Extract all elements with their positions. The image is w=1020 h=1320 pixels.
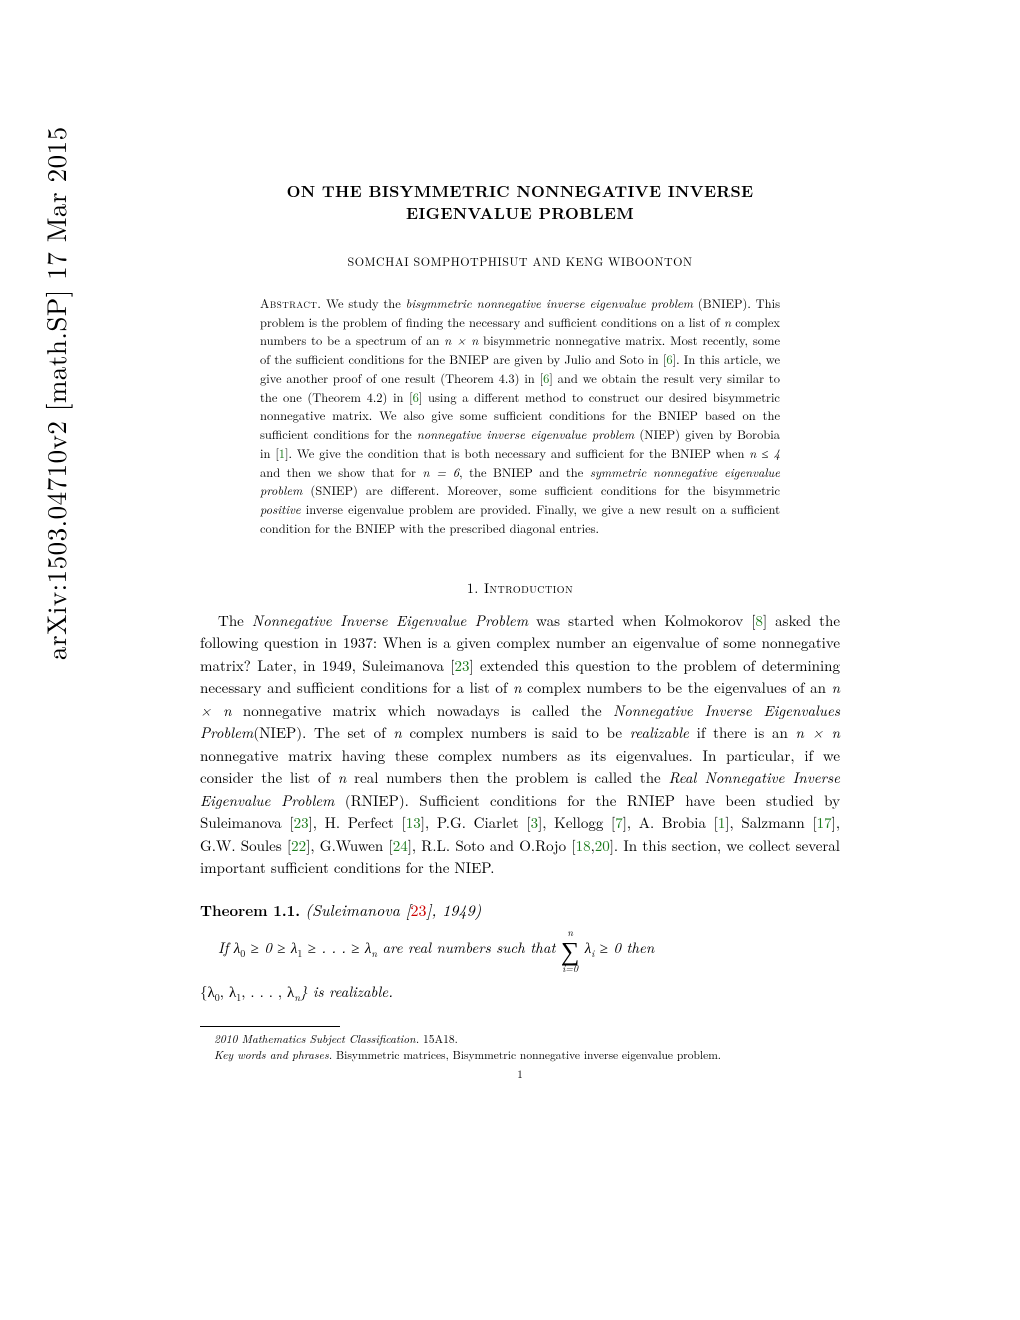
sigma-icon: ∑ xyxy=(561,937,580,963)
citation[interactable]: 3 xyxy=(531,812,539,833)
abstract-heading: Abstract. xyxy=(260,294,321,312)
authors: SOMCHAI SOMPHOTPHISUT AND KENG WIBOONTON xyxy=(200,253,840,270)
citation[interactable]: 18 xyxy=(576,835,591,856)
intro-text: was started when Kolmokorov [ xyxy=(528,610,755,631)
intro-term: Nonnegative Inverse Eigenvalue Problem xyxy=(252,610,528,631)
citation[interactable]: 23 xyxy=(454,655,469,676)
abstract-text: and then we show that for xyxy=(260,463,422,481)
citation[interactable]: 20 xyxy=(595,835,610,856)
theorem-text: ≥ 0 xyxy=(594,937,626,958)
intro-text: complex numbers to be the eigenvalues of… xyxy=(522,677,832,698)
intro-text: ], H. Perfect [ xyxy=(309,812,406,833)
citation[interactable]: 17 xyxy=(817,812,832,833)
intro-term: realizable xyxy=(630,722,689,743)
citation[interactable]: 23 xyxy=(294,812,309,833)
abstract-term: positive xyxy=(260,500,301,518)
citation[interactable]: 7 xyxy=(615,812,623,833)
abstract-term: bisymmetric nonnegative inverse eigenval… xyxy=(406,294,693,312)
citation[interactable]: 13 xyxy=(406,812,421,833)
summation-symbol: n∑i=0 xyxy=(561,927,580,973)
abstract-text: , the BNIEP and the xyxy=(459,463,590,481)
intro-text: ], A. Brobia [ xyxy=(623,812,718,833)
footnote-rule xyxy=(200,1026,340,1027)
theorem-text: If λ xyxy=(218,937,240,958)
citation[interactable]: 8 xyxy=(755,610,763,631)
intro-text: (NIEP). The set of xyxy=(253,722,393,743)
abstract-var: n ≤ 4 xyxy=(749,444,780,462)
footnote-msc: 2010 Mathematics Subject Classification.… xyxy=(200,1031,840,1047)
theorem-text: , . . . , λ xyxy=(241,981,294,1002)
footnote-value: Bisymmetric matrices, Bisymmetric nonneg… xyxy=(332,1047,721,1063)
intro-var: n xyxy=(513,677,521,698)
abstract-text: ]. We give the condition that is both ne… xyxy=(285,444,749,462)
intro-text: ], R.L. Soto and O.Rojo [ xyxy=(408,835,576,856)
intro-var: n × n xyxy=(796,722,841,743)
abstract-var: n × n xyxy=(444,331,478,349)
intro-text: The xyxy=(218,610,252,631)
citation[interactable]: 23 xyxy=(411,898,427,921)
footnote-value: 15A18. xyxy=(419,1031,458,1047)
abstract: Abstract. We study the bisymmetric nonne… xyxy=(260,294,780,538)
introduction-body: The Nonnegative Inverse Eigenvalue Probl… xyxy=(200,610,840,880)
intro-text: real numbers then the problem is called … xyxy=(346,767,668,788)
abstract-text: inverse eigenvalue problem are provided.… xyxy=(260,500,780,537)
theorem-source-open: (Suleimanova [ xyxy=(305,898,410,921)
intro-text: ], G.Wuwen [ xyxy=(306,835,393,856)
theorem-statement: If λ0 ≥ 0 ≥ λ1 ≥ . . . ≥ λn are real num… xyxy=(200,927,840,1006)
citation[interactable]: 24 xyxy=(393,835,408,856)
title-line1: ON THE BISYMMETRIC NONNEGATIVE INVERSE xyxy=(287,179,754,202)
theorem-text: then xyxy=(626,937,654,958)
theorem-source-close: ], 1949) xyxy=(427,898,482,921)
intro-text: ], Kellogg [ xyxy=(538,812,615,833)
citation[interactable]: 22 xyxy=(291,835,306,856)
sum-lower: i=0 xyxy=(561,963,580,973)
abstract-text: We study the xyxy=(321,294,405,312)
intro-text: nonnegative matrix which nowadays is cal… xyxy=(232,700,613,721)
theorem-text: ≥ 0 ≥ λ xyxy=(245,937,297,958)
intro-text: if there is an xyxy=(689,722,796,743)
page-content: ON THE BISYMMETRIC NONNEGATIVE INVERSE E… xyxy=(200,180,840,1082)
page-number: 1 xyxy=(200,1067,840,1082)
footnote-label: 2010 Mathematics Subject Classification. xyxy=(214,1031,419,1047)
arxiv-identifier: arXiv:1503.04710v2 [math.SP] 17 Mar 2015 xyxy=(36,126,74,660)
title-line2: EIGENVALUE PROBLEM xyxy=(406,201,634,224)
section-heading: 1. Introduction xyxy=(200,578,840,598)
theorem-text: ≥ . . . ≥ λ xyxy=(302,937,371,958)
theorem-text: {λ xyxy=(200,981,215,1002)
abstract-term: nonnegative inverse eigenvalue problem xyxy=(417,425,634,443)
intro-text: ], Salzmann [ xyxy=(725,812,816,833)
theorem-source: (Suleimanova [23], 1949) xyxy=(305,898,481,921)
abstract-var: n = 6 xyxy=(422,463,459,481)
abstract-var: n xyxy=(724,313,731,331)
intro-var: n xyxy=(393,722,401,743)
theorem-number: Theorem 1.1. xyxy=(200,900,300,921)
theorem-text: } is realizable. xyxy=(300,981,393,1002)
abstract-text: (SNIEP) are different. Moreover, some su… xyxy=(302,481,780,499)
intro-text: complex numbers is said to be xyxy=(402,722,630,743)
footnote-keywords: Key words and phrases. Bisymmetric matri… xyxy=(200,1047,840,1063)
theorem-block: Theorem 1.1. (Suleimanova [23], 1949) If… xyxy=(200,898,840,1006)
intro-text: ], P.G. Ciarlet [ xyxy=(421,812,531,833)
theorem-text: , λ xyxy=(220,981,236,1002)
theorem-text: are real numbers such that xyxy=(377,937,561,958)
footnote-label: Key words and phrases. xyxy=(214,1047,332,1063)
paper-title: ON THE BISYMMETRIC NONNEGATIVE INVERSE E… xyxy=(200,180,840,225)
